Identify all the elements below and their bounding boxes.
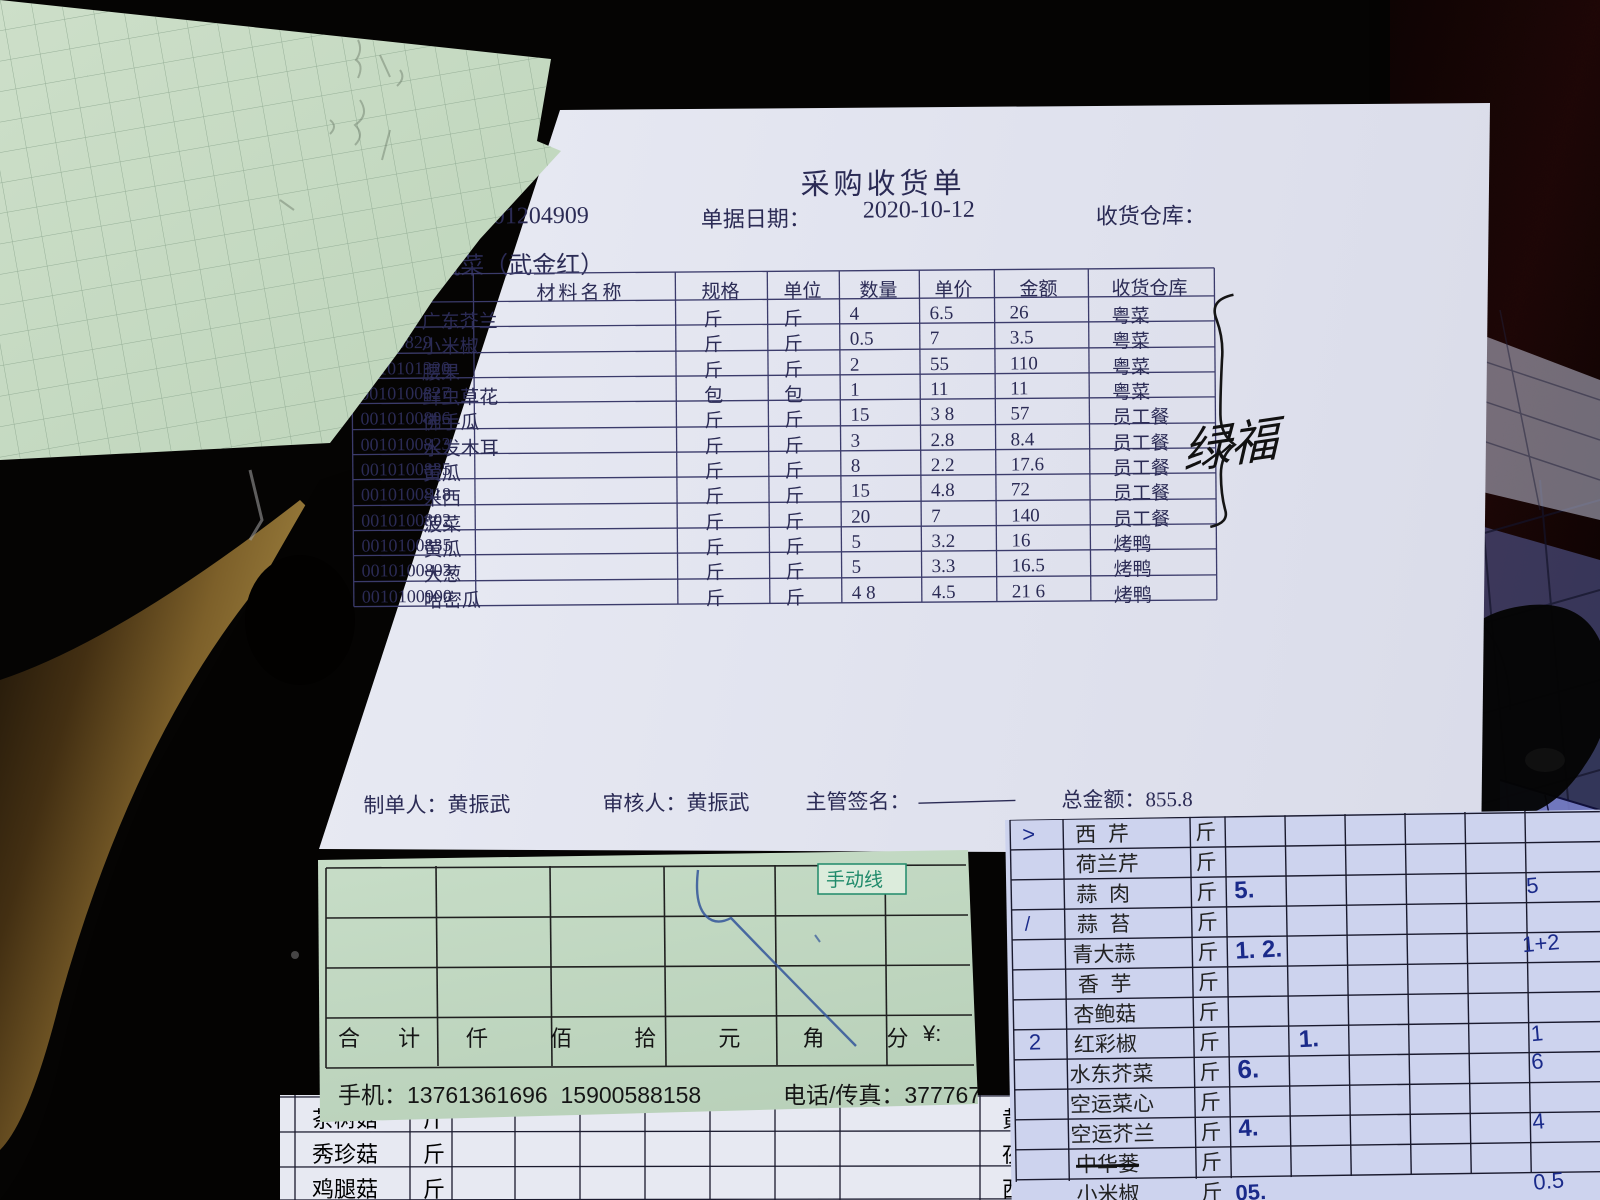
svg-text:手动线: 手动线 — [826, 869, 883, 891]
svg-text:绿福: 绿福 — [1183, 411, 1285, 480]
